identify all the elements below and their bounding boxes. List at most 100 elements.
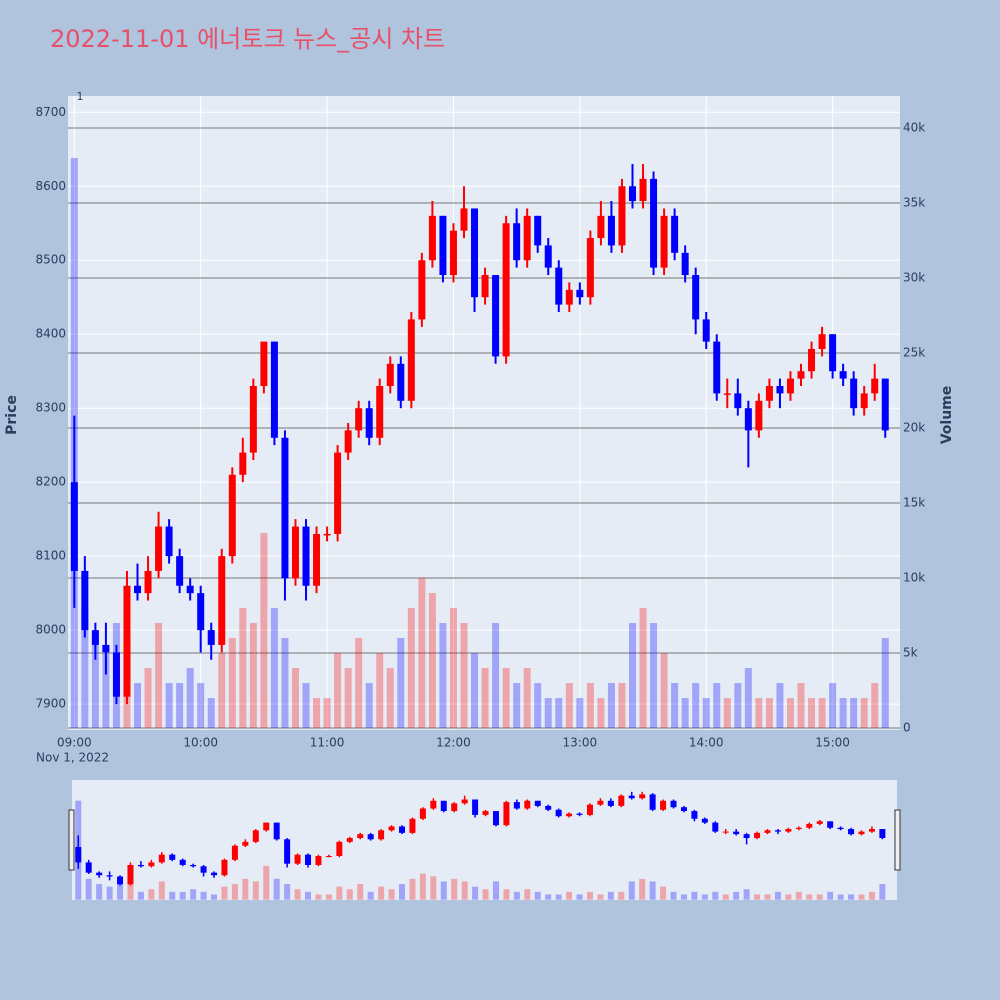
volume-bar — [681, 698, 689, 729]
mini-candle-body — [252, 830, 259, 842]
plot-area — [68, 96, 900, 730]
volume-bar — [365, 683, 373, 729]
mini-candle-body — [774, 830, 781, 832]
mini-candle-body — [868, 829, 875, 832]
mini-volume-bar — [795, 891, 802, 900]
x-tick-label: 09:00 — [57, 736, 92, 750]
volume-bar — [323, 698, 331, 729]
candle-body — [628, 186, 636, 202]
candle-body — [207, 630, 215, 645]
mini-candle-body — [524, 800, 531, 809]
range-slider[interactable] — [72, 780, 897, 900]
volume-bar — [481, 668, 489, 729]
y2-tick-label: 0 — [903, 721, 911, 735]
mini-candle-body — [409, 818, 416, 833]
mini-candle-body — [336, 841, 343, 856]
candle-body — [291, 526, 299, 579]
mini-volume-bar — [367, 891, 374, 900]
x-tick-label: 13:00 — [563, 736, 598, 750]
candle-body — [618, 186, 626, 246]
volume-bar — [755, 698, 763, 729]
mini-volume-bar — [346, 889, 353, 900]
mini-candle-body — [378, 830, 385, 840]
mini-candle-body — [190, 864, 197, 867]
mini-candle-body — [137, 864, 144, 867]
candle-body — [639, 178, 647, 202]
candle-body — [70, 482, 78, 571]
y-tick-label: 8100 — [35, 549, 66, 563]
mini-candle-body — [440, 800, 447, 812]
x-tick-label: 11:00 — [310, 736, 345, 750]
volume-bar — [460, 623, 468, 729]
mini-volume-bar — [305, 891, 312, 900]
mini-volume-bar — [513, 891, 520, 900]
y-tick-label: 8300 — [35, 401, 66, 415]
candle-body — [228, 474, 236, 557]
mini-volume-bar — [607, 891, 614, 900]
x-tick-label: 12:00 — [436, 736, 471, 750]
candle-body — [439, 215, 447, 276]
mini-candle-body — [722, 831, 729, 833]
mini-volume-bar — [566, 891, 573, 900]
volume-bar — [176, 683, 184, 729]
x-date-label: Nov 1, 2022 — [36, 751, 109, 765]
candle-body — [523, 215, 531, 261]
mini-candle-body — [231, 845, 238, 860]
volume-bar — [239, 608, 247, 729]
volume-bar — [544, 698, 552, 729]
mini-volume-bar — [628, 881, 635, 900]
mini-volume-bar — [190, 889, 197, 900]
candle-body — [692, 275, 700, 320]
range-handle-right[interactable] — [894, 809, 901, 871]
candle-body — [881, 378, 889, 431]
volume-bar — [302, 683, 310, 729]
mini-volume-bar — [315, 894, 322, 900]
candle-body — [586, 238, 594, 298]
y-tick-label: 8400 — [35, 327, 66, 341]
mini-volume-bar — [461, 881, 468, 900]
volume-bar — [565, 683, 573, 729]
mini-candle-body — [597, 800, 604, 805]
volume-bar — [671, 683, 679, 729]
candle-body — [449, 230, 457, 276]
candle-body — [123, 585, 131, 697]
candle-body — [829, 334, 837, 372]
mini-volume-bar — [618, 891, 625, 900]
y-tick-label: 8500 — [35, 253, 66, 267]
mini-volume-bar — [722, 894, 729, 900]
y-tick-label: 7900 — [35, 697, 66, 711]
volume-bar — [860, 698, 868, 729]
mini-candle-body — [461, 799, 468, 804]
volume-bar — [808, 698, 816, 729]
mini-volume-bar — [670, 891, 677, 900]
volume-bar — [502, 668, 510, 729]
mini-candle-body — [179, 859, 186, 865]
candle-body — [492, 275, 500, 357]
candle-body — [723, 393, 731, 395]
y-tick-label: 8200 — [35, 475, 66, 489]
candle-body — [534, 215, 542, 246]
mini-candle-body — [388, 826, 395, 831]
candle-body — [765, 385, 773, 401]
mini-volume-bar — [837, 894, 844, 900]
mini-volume-bar — [754, 894, 761, 900]
candle-body — [334, 452, 342, 534]
volume-bar — [871, 683, 879, 729]
mini-candle-body — [879, 829, 886, 839]
mini-candle-body — [211, 872, 218, 876]
candle-body — [671, 215, 679, 253]
mini-candle-body — [273, 822, 280, 840]
mini-volume-bar — [430, 876, 437, 900]
candle-body — [808, 349, 816, 372]
volume-bar — [576, 698, 584, 729]
mini-candle-body — [482, 811, 489, 815]
mini-volume-bar — [868, 891, 875, 900]
volume-bar — [702, 698, 710, 729]
y2-tick-label: 30k — [903, 270, 925, 284]
candle-body — [797, 371, 805, 379]
candle-body — [660, 215, 668, 268]
range-handle-left[interactable] — [68, 809, 75, 871]
mini-volume-bar — [816, 894, 823, 900]
y-tick-label: 8000 — [35, 623, 66, 637]
y2-tick-label: 40k — [903, 120, 925, 134]
